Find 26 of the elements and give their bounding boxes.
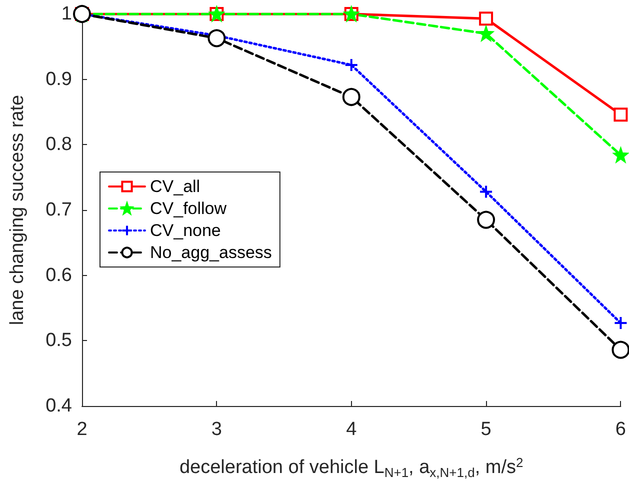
- y-tick-label: 0.6: [46, 264, 72, 286]
- point: [344, 58, 358, 72]
- point: [614, 316, 628, 330]
- point: [612, 340, 629, 359]
- x-tick-label: 3: [211, 419, 222, 440]
- legend-label: CV_none: [150, 221, 221, 240]
- point: [479, 184, 494, 199]
- x-tick-label: 5: [480, 419, 492, 440]
- x-tick-label: 6: [615, 419, 626, 440]
- point: [479, 12, 494, 26]
- point: [342, 88, 360, 106]
- x-tick-label: 2: [76, 419, 88, 440]
- x-tick-label: 4: [346, 419, 358, 440]
- y-tick-label: 0.9: [46, 68, 72, 90]
- y-axis-title: lane changing success rate: [7, 94, 28, 326]
- legend-label: No_agg_assess: [150, 243, 272, 262]
- point: [614, 108, 628, 122]
- legend-label: CV_follow: [150, 199, 228, 218]
- y-tick-label: 0.7: [46, 200, 72, 220]
- y-tick-label: 1: [61, 4, 72, 24]
- point: [477, 210, 496, 229]
- legend-label: CV_all: [150, 177, 200, 196]
- y-tick-label: 0.5: [46, 330, 72, 352]
- y-tick-label: 0.4: [46, 396, 72, 416]
- y-tick-label: 0.8: [46, 134, 72, 156]
- point: [208, 29, 226, 48]
